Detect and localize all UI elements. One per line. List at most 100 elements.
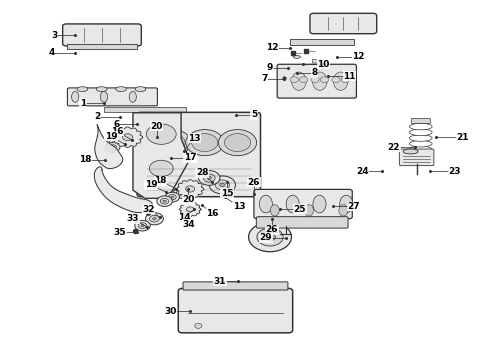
Circle shape: [332, 77, 340, 82]
Circle shape: [290, 77, 298, 82]
Circle shape: [109, 136, 126, 147]
Circle shape: [146, 213, 163, 225]
Text: 15: 15: [221, 189, 233, 198]
Circle shape: [341, 77, 349, 82]
Ellipse shape: [340, 195, 353, 213]
Text: 29: 29: [260, 233, 272, 242]
Circle shape: [203, 174, 215, 182]
Text: 24: 24: [356, 167, 368, 176]
Text: 19: 19: [105, 132, 117, 141]
Circle shape: [179, 192, 182, 194]
Circle shape: [165, 192, 179, 202]
Ellipse shape: [72, 91, 79, 102]
Text: 35: 35: [114, 228, 126, 237]
Text: 13: 13: [188, 134, 200, 143]
Circle shape: [153, 130, 191, 156]
Circle shape: [173, 188, 188, 198]
Polygon shape: [113, 127, 143, 148]
Circle shape: [116, 140, 119, 143]
Ellipse shape: [294, 55, 300, 58]
Text: 20: 20: [150, 122, 163, 131]
Ellipse shape: [410, 129, 432, 136]
FancyBboxPatch shape: [290, 39, 354, 45]
Circle shape: [192, 134, 218, 152]
Text: 23: 23: [448, 167, 461, 176]
Circle shape: [163, 200, 166, 202]
Text: 8: 8: [312, 68, 318, 77]
Circle shape: [215, 180, 230, 190]
FancyBboxPatch shape: [137, 112, 261, 197]
Text: 32: 32: [142, 205, 155, 214]
Circle shape: [171, 196, 174, 198]
Ellipse shape: [410, 135, 432, 141]
Circle shape: [198, 171, 220, 185]
FancyBboxPatch shape: [399, 149, 434, 166]
FancyBboxPatch shape: [183, 282, 288, 290]
Text: 31: 31: [214, 276, 226, 285]
Circle shape: [311, 77, 319, 82]
Ellipse shape: [97, 87, 107, 91]
Circle shape: [224, 134, 251, 152]
Circle shape: [187, 207, 194, 212]
Text: 16: 16: [206, 209, 219, 218]
Text: 21: 21: [456, 133, 469, 142]
Text: 17: 17: [184, 153, 196, 162]
Ellipse shape: [333, 72, 348, 90]
Ellipse shape: [313, 195, 326, 213]
Text: 6: 6: [114, 120, 120, 129]
Text: 2: 2: [94, 112, 100, 121]
Ellipse shape: [410, 140, 432, 147]
Text: 13: 13: [233, 202, 245, 211]
Ellipse shape: [313, 72, 327, 90]
Ellipse shape: [135, 87, 146, 91]
FancyBboxPatch shape: [63, 24, 141, 46]
FancyBboxPatch shape: [256, 217, 348, 228]
Text: 12: 12: [266, 44, 278, 53]
Ellipse shape: [259, 195, 272, 213]
Text: 12: 12: [352, 53, 365, 62]
Text: 1: 1: [80, 99, 86, 108]
Text: 4: 4: [48, 48, 54, 57]
Circle shape: [149, 160, 173, 176]
Text: 33: 33: [127, 214, 139, 223]
Ellipse shape: [77, 87, 88, 91]
Circle shape: [113, 138, 122, 144]
Text: 28: 28: [196, 168, 208, 177]
Polygon shape: [95, 125, 123, 168]
Polygon shape: [133, 113, 190, 198]
Circle shape: [135, 220, 150, 231]
Ellipse shape: [292, 72, 306, 90]
Text: 9: 9: [267, 63, 273, 72]
Ellipse shape: [410, 123, 432, 130]
Circle shape: [186, 130, 224, 156]
Circle shape: [248, 222, 292, 252]
FancyBboxPatch shape: [67, 44, 137, 49]
FancyBboxPatch shape: [277, 64, 356, 98]
Circle shape: [299, 77, 308, 82]
Ellipse shape: [403, 149, 418, 154]
Circle shape: [122, 134, 133, 141]
Circle shape: [109, 145, 117, 150]
Circle shape: [176, 190, 185, 196]
Ellipse shape: [305, 205, 314, 216]
Text: 7: 7: [261, 75, 267, 84]
Text: 19: 19: [145, 180, 157, 189]
Circle shape: [219, 130, 257, 156]
Circle shape: [105, 143, 120, 152]
Circle shape: [141, 225, 144, 227]
Text: 18: 18: [154, 176, 167, 185]
Circle shape: [320, 77, 329, 82]
Text: 22: 22: [388, 143, 400, 152]
Text: 3: 3: [51, 31, 57, 40]
Text: 25: 25: [294, 205, 306, 214]
Ellipse shape: [410, 146, 432, 153]
Circle shape: [149, 215, 159, 222]
FancyBboxPatch shape: [310, 13, 377, 34]
Text: 10: 10: [318, 60, 330, 69]
FancyBboxPatch shape: [254, 189, 352, 219]
Text: 26: 26: [266, 225, 278, 234]
Ellipse shape: [286, 195, 299, 213]
Polygon shape: [176, 180, 204, 198]
Ellipse shape: [270, 205, 279, 216]
Circle shape: [169, 194, 176, 200]
